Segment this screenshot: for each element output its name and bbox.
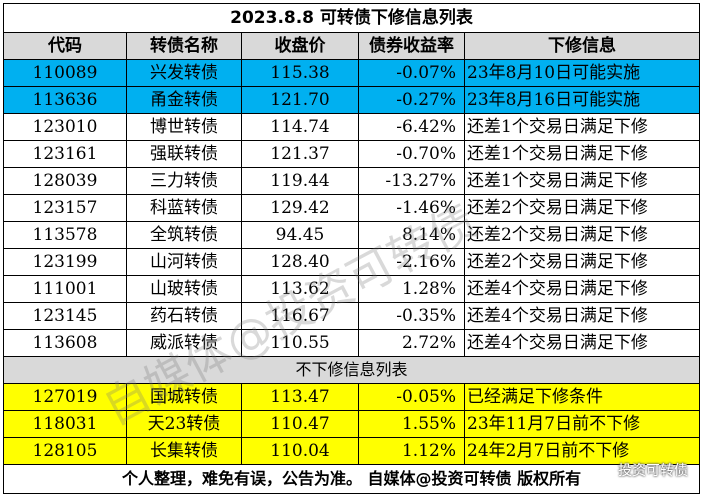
price-cell: 115.38: [241, 59, 359, 87]
yield-cell: 1.28%: [358, 275, 465, 303]
info-cell: 24年2月7日前不下修: [463, 437, 701, 465]
info-cell: 还差2个交易日满足下修: [463, 194, 701, 222]
name-cell: 博世转债: [126, 113, 242, 141]
code-cell: 113578: [3, 221, 127, 249]
name-cell: 天23转债: [126, 410, 242, 438]
table-row: 110089 兴发转债 115.38 -0.07% 23年8月10日可能实施: [3, 59, 701, 87]
header-price: 收盘价: [241, 32, 359, 60]
info-cell: 还差2个交易日满足下修: [463, 248, 701, 276]
table-row: 113636 甬金转债 121.70 -0.27% 23年8月16日可能实施: [3, 86, 701, 114]
info-cell: 还差1个交易日满足下修: [463, 140, 701, 168]
footer-row: 个人整理，难免有误，公告为准。 自媒体@投资可转债 版权所有: [2, 464, 701, 494]
info-cell: 还差4个交易日满足下修: [463, 329, 701, 357]
info-cell: 还差4个交易日满足下修: [463, 275, 701, 303]
yield-cell: -0.05%: [358, 383, 465, 411]
price-cell: 121.37: [241, 140, 359, 168]
yield-cell: -2.16%: [358, 248, 465, 276]
table-row: 111001 山玻转债 113.62 1.28% 还差4个交易日满足下修: [3, 275, 701, 303]
info-cell: 还差4个交易日满足下修: [463, 302, 701, 330]
price-cell: 119.44: [241, 167, 359, 195]
info-cell: 已经满足下修条件: [463, 383, 701, 411]
price-cell: 113.62: [241, 275, 359, 303]
info-cell: 23年8月16日可能实施: [463, 86, 701, 114]
yield-cell: 1.12%: [358, 437, 465, 465]
name-cell: 甬金转债: [126, 86, 242, 114]
yield-cell: -0.27%: [358, 86, 465, 114]
yield-cell: -0.70%: [358, 140, 465, 168]
price-cell: 128.40: [241, 248, 359, 276]
table-row: 118031 天23转债 110.47 1.55% 23年11月7日前不下修: [3, 410, 701, 438]
price-cell: 121.70: [241, 86, 359, 114]
code-cell: 128105: [3, 437, 127, 465]
code-cell: 123010: [3, 113, 127, 141]
footer-note: 个人整理，难免有误，公告为准。 自媒体@投资可转债 版权所有: [2, 464, 701, 494]
header-info: 下修信息: [463, 32, 701, 60]
price-cell: 129.42: [241, 194, 359, 222]
table-row: 123010 博世转债 114.74 -6.42% 还差1个交易日满足下修: [3, 113, 701, 141]
table-row: 127019 国城转债 113.47 -0.05% 已经满足下修条件: [3, 383, 701, 411]
code-cell: 127019: [3, 383, 127, 411]
table-row: 128039 三力转债 119.44 -13.27% 还差1个交易日满足下修: [3, 167, 701, 195]
yield-cell: -13.27%: [358, 167, 465, 195]
header-code: 代码: [3, 32, 127, 60]
code-cell: 111001: [3, 275, 127, 303]
header-name: 转债名称: [126, 32, 242, 60]
table-row: 123145 药石转债 116.67 -0.35% 还差4个交易日满足下修: [3, 302, 701, 330]
table-title: 2023.8.8 可转债下修信息列表: [2, 3, 701, 33]
name-cell: 全筑转债: [126, 221, 242, 249]
table-row: 113608 威派转债 110.55 2.72% 还差4个交易日满足下修: [3, 329, 701, 357]
code-cell: 123161: [3, 140, 127, 168]
yield-cell: 2.72%: [358, 329, 465, 357]
yield-cell: -6.42%: [358, 113, 465, 141]
price-cell: 110.04: [241, 437, 359, 465]
table-row: 113578 全筑转债 94.45 8.14% 还差2个交易日满足下修: [3, 221, 701, 249]
name-cell: 长集转债: [126, 437, 242, 465]
name-cell: 科蓝转债: [126, 194, 242, 222]
yield-cell: -1.46%: [358, 194, 465, 222]
code-cell: 123157: [3, 194, 127, 222]
price-cell: 110.47: [241, 410, 359, 438]
yield-cell: -0.07%: [358, 59, 465, 87]
name-cell: 药石转债: [126, 302, 242, 330]
yield-cell: -0.35%: [358, 302, 465, 330]
title-row: 2023.8.8 可转债下修信息列表: [2, 3, 701, 33]
bond-table-sheet: 2023.8.8 可转债下修信息列表 代码 转债名称 收盘价 债券收益率 下修信…: [2, 3, 701, 494]
yield-cell: 8.14%: [358, 221, 465, 249]
name-cell: 山玻转债: [126, 275, 242, 303]
code-cell: 113636: [3, 86, 127, 114]
table-row: 128105 长集转债 110.04 1.12% 24年2月7日前不下修: [3, 437, 701, 465]
code-cell: 123199: [3, 248, 127, 276]
no-revision-title-row: 不下修信息列表: [2, 356, 701, 384]
name-cell: 威派转债: [126, 329, 242, 357]
name-cell: 三力转债: [126, 167, 242, 195]
info-cell: 还差2个交易日满足下修: [463, 221, 701, 249]
price-cell: 113.47: [241, 383, 359, 411]
bond-table: 2023.8.8 可转债下修信息列表 代码 转债名称 收盘价 债券收益率 下修信…: [2, 3, 701, 494]
info-cell: 23年8月10日可能实施: [463, 59, 701, 87]
code-cell: 110089: [3, 59, 127, 87]
table-row: 123199 山河转债 128.40 -2.16% 还差2个交易日满足下修: [3, 248, 701, 276]
table-row: 123161 强联转债 121.37 -0.70% 还差1个交易日满足下修: [3, 140, 701, 168]
price-cell: 114.74: [241, 113, 359, 141]
name-cell: 兴发转债: [126, 59, 242, 87]
info-cell: 23年11月7日前不下修: [463, 410, 701, 438]
table-row: 123157 科蓝转债 129.42 -1.46% 还差2个交易日满足下修: [3, 194, 701, 222]
header-yield: 债券收益率: [358, 32, 465, 60]
price-cell: 116.67: [241, 302, 359, 330]
name-cell: 国城转债: [126, 383, 242, 411]
header-row: 代码 转债名称 收盘价 债券收益率 下修信息: [3, 32, 701, 60]
info-cell: 还差1个交易日满足下修: [463, 167, 701, 195]
yield-cell: 1.55%: [358, 410, 465, 438]
no-revision-title: 不下修信息列表: [2, 356, 701, 384]
code-cell: 123145: [3, 302, 127, 330]
name-cell: 强联转债: [126, 140, 242, 168]
info-cell: 还差1个交易日满足下修: [463, 113, 701, 141]
code-cell: 113608: [3, 329, 127, 357]
name-cell: 山河转债: [126, 248, 242, 276]
code-cell: 118031: [3, 410, 127, 438]
code-cell: 128039: [3, 167, 127, 195]
price-cell: 110.55: [241, 329, 359, 357]
price-cell: 94.45: [241, 221, 359, 249]
